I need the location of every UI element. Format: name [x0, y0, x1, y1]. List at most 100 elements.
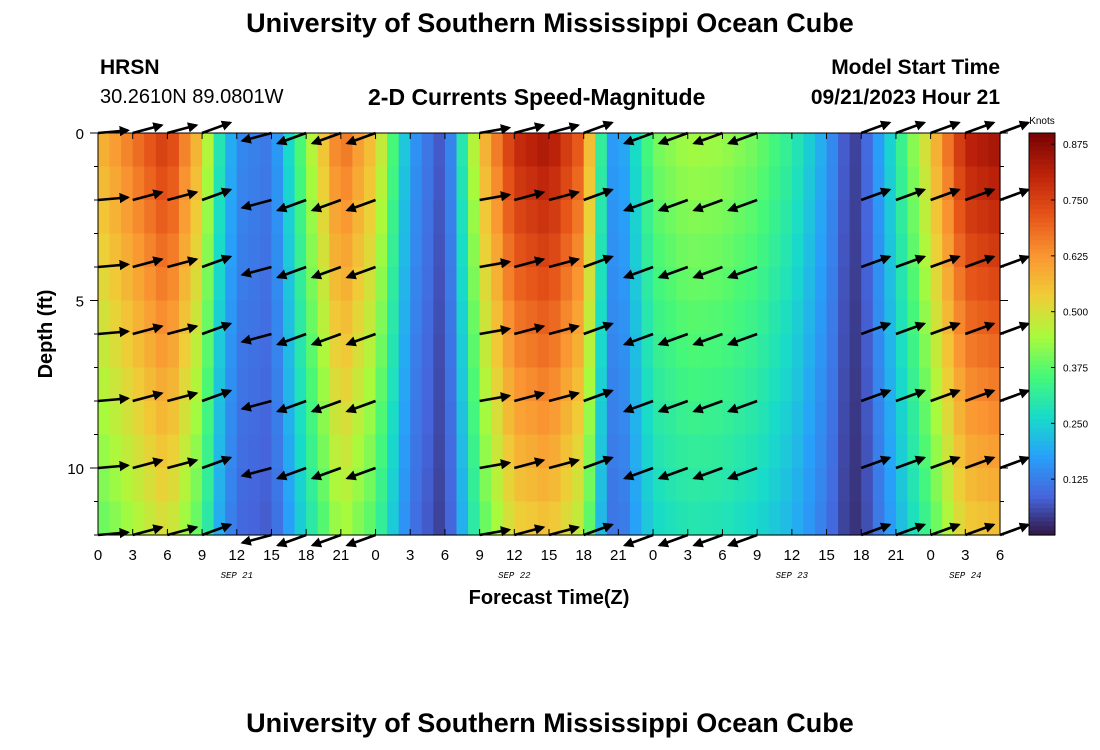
heatmap-cell	[329, 166, 342, 201]
heatmap-cell	[884, 133, 897, 168]
heatmap-cell	[849, 434, 862, 469]
heatmap-cell	[988, 434, 1001, 469]
heatmap-cell	[363, 166, 377, 201]
heatmap-cell	[306, 133, 319, 168]
x-tick-label: 9	[475, 547, 483, 564]
colorbar-segment	[1029, 133, 1055, 139]
heatmap-cell	[456, 200, 469, 235]
heatmap-cell	[456, 233, 469, 268]
heatmap-cell	[641, 367, 654, 402]
current-vector-arrow	[860, 388, 892, 403]
heatmap-cell	[259, 233, 273, 268]
heatmap-cell	[132, 133, 145, 168]
heatmap-cell	[814, 133, 828, 168]
heatmap-cell	[826, 300, 839, 335]
heatmap-cell	[236, 233, 249, 268]
heatmap-cell	[363, 267, 377, 302]
heatmap-cell	[167, 434, 180, 469]
heatmap-cell	[710, 133, 724, 168]
heatmap-cell	[456, 501, 469, 536]
heatmap-cell	[144, 267, 157, 302]
heatmap-cell	[294, 300, 307, 335]
heatmap-cell	[953, 367, 966, 402]
x-tick-label: 21	[333, 547, 350, 564]
heatmap-cell	[930, 133, 943, 168]
heatmap-cell	[271, 367, 284, 402]
heatmap-cell	[757, 166, 770, 201]
heatmap-cell	[155, 200, 168, 235]
heatmap-cell	[838, 200, 851, 235]
heatmap-cell	[479, 468, 492, 503]
heatmap-cell	[583, 501, 596, 536]
current-vector-arrow	[345, 332, 376, 347]
heatmap-cell	[167, 367, 180, 402]
heatmap-cell	[930, 434, 943, 469]
current-vector-arrow	[240, 332, 272, 345]
heatmap-cell	[664, 300, 677, 335]
colorbar-segment	[1029, 530, 1055, 536]
current-vector-arrow	[657, 533, 689, 548]
heatmap-cell	[676, 334, 689, 369]
heatmap-cell	[155, 334, 168, 369]
heatmap-cell	[884, 367, 897, 402]
heatmap-cell	[803, 334, 816, 369]
colorbar-segment	[1029, 316, 1055, 322]
heatmap-cell	[306, 166, 319, 201]
heatmap-cell	[433, 166, 446, 201]
current-vector-arrow	[964, 388, 996, 403]
heatmap-cell	[271, 401, 284, 436]
heatmap-cell	[722, 267, 735, 302]
heatmap-cell	[907, 334, 920, 369]
heatmap-cell	[294, 133, 307, 168]
heatmap-cell	[768, 300, 781, 335]
heatmap-cell	[387, 267, 400, 302]
heatmap-cell	[757, 434, 770, 469]
heatmap-cell	[456, 166, 469, 201]
heatmap-cell	[849, 133, 862, 168]
current-vector-arrow	[860, 455, 892, 470]
heatmap-cell	[919, 334, 932, 369]
heatmap-cell	[653, 166, 666, 201]
heatmap-cell	[919, 501, 932, 536]
current-vector-arrow	[930, 321, 961, 336]
colorbar-segment	[1029, 508, 1055, 514]
heatmap-cell	[479, 267, 492, 302]
heatmap-cell	[98, 267, 111, 302]
heatmap-cell	[919, 267, 932, 302]
heatmap-cell	[988, 200, 1001, 235]
current-vector-arrow	[964, 120, 996, 135]
heatmap-cell	[329, 434, 342, 469]
heatmap-cell	[121, 434, 134, 469]
heatmap-cell	[710, 468, 724, 503]
heatmap-cell	[664, 434, 677, 469]
heatmap-cell	[202, 166, 215, 201]
heatmap-cell	[468, 267, 481, 302]
heatmap-cell	[98, 434, 111, 469]
heatmap-cell	[803, 233, 816, 268]
colorbar-segment	[1029, 441, 1055, 447]
heatmap-cell	[421, 367, 434, 402]
heatmap-cell	[780, 401, 793, 436]
heatmap-cell	[109, 501, 122, 536]
heatmap-cell	[838, 401, 851, 436]
heatmap-cell	[838, 468, 851, 503]
heatmap-cell	[953, 267, 966, 302]
current-vector-arrow	[167, 256, 199, 269]
heatmap-cell	[803, 166, 816, 201]
heatmap-cell	[352, 166, 365, 201]
colorbar-segment	[1029, 418, 1055, 424]
heatmap-cell	[653, 267, 666, 302]
heatmap-cell	[699, 166, 712, 201]
heatmap-cell	[132, 367, 145, 402]
current-vector-arrow	[727, 533, 758, 548]
heatmap-cell	[676, 401, 689, 436]
heatmap-cell	[942, 200, 955, 235]
heatmap-cell	[306, 468, 319, 503]
heatmap-cell	[167, 300, 180, 335]
heatmap-cell	[537, 133, 550, 168]
heatmap-cell	[942, 267, 955, 302]
heatmap-cell	[236, 267, 249, 302]
heatmap-cell	[618, 334, 631, 369]
current-vector-arrow	[930, 522, 961, 537]
heatmap-cell	[884, 200, 897, 235]
